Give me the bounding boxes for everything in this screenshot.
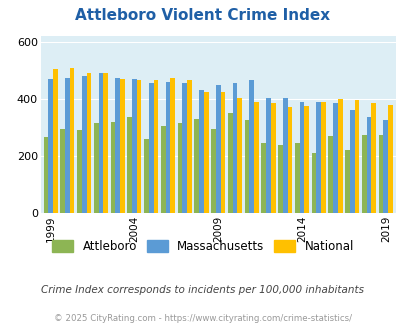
Bar (320, 102, 325, 213)
Bar (387, 105, 392, 213)
Bar (270, 103, 275, 213)
Bar (165, 82, 170, 213)
Text: © 2025 CityRating.com - https://www.cityrating.com/crime-statistics/: © 2025 CityRating.com - https://www.city… (54, 314, 351, 323)
Bar (249, 81, 254, 213)
Bar (103, 73, 108, 213)
Bar (337, 99, 342, 213)
Bar (277, 145, 282, 213)
Bar (149, 83, 153, 213)
Bar (366, 117, 371, 213)
Bar (187, 81, 191, 213)
Bar (294, 143, 299, 213)
Bar (311, 153, 315, 213)
Bar (227, 113, 232, 213)
Bar (287, 108, 292, 213)
Bar (153, 81, 158, 213)
Bar (232, 83, 237, 213)
Bar (198, 90, 203, 213)
Bar (361, 135, 366, 213)
Bar (98, 73, 103, 213)
Bar (378, 135, 382, 213)
Legend: Attleboro, Massachusetts, National: Attleboro, Massachusetts, National (52, 240, 353, 253)
Bar (144, 139, 149, 213)
Bar (82, 76, 86, 213)
Bar (160, 126, 165, 213)
Bar (254, 102, 258, 213)
Bar (94, 123, 98, 213)
Text: Crime Index corresponds to incidents per 100,000 inhabitants: Crime Index corresponds to incidents per… (41, 285, 364, 295)
Bar (244, 120, 249, 213)
Bar (86, 73, 91, 213)
Bar (43, 137, 48, 213)
Bar (115, 78, 120, 213)
Bar (177, 123, 182, 213)
Bar (237, 98, 241, 213)
Bar (120, 79, 124, 213)
Bar (77, 130, 82, 213)
Bar (382, 120, 387, 213)
Bar (328, 136, 333, 213)
Bar (282, 98, 287, 213)
Bar (203, 92, 208, 213)
Bar (132, 79, 136, 213)
Bar (170, 78, 175, 213)
Bar (182, 83, 187, 213)
Bar (211, 129, 215, 213)
Bar (333, 103, 337, 213)
Text: Attleboro Violent Crime Index: Attleboro Violent Crime Index (75, 8, 330, 23)
Bar (354, 100, 358, 213)
Bar (60, 129, 65, 213)
Bar (70, 68, 74, 213)
Bar (304, 106, 308, 213)
Bar (136, 81, 141, 213)
Bar (220, 92, 225, 213)
Bar (315, 102, 320, 213)
Bar (299, 102, 304, 213)
Bar (127, 117, 132, 213)
Bar (111, 122, 115, 213)
Bar (349, 110, 354, 213)
Bar (261, 143, 266, 213)
Bar (266, 98, 270, 213)
Bar (215, 85, 220, 213)
Bar (194, 119, 198, 213)
Bar (48, 79, 53, 213)
Bar (65, 78, 70, 213)
Bar (371, 103, 375, 213)
Bar (53, 69, 58, 213)
Bar (344, 150, 349, 213)
